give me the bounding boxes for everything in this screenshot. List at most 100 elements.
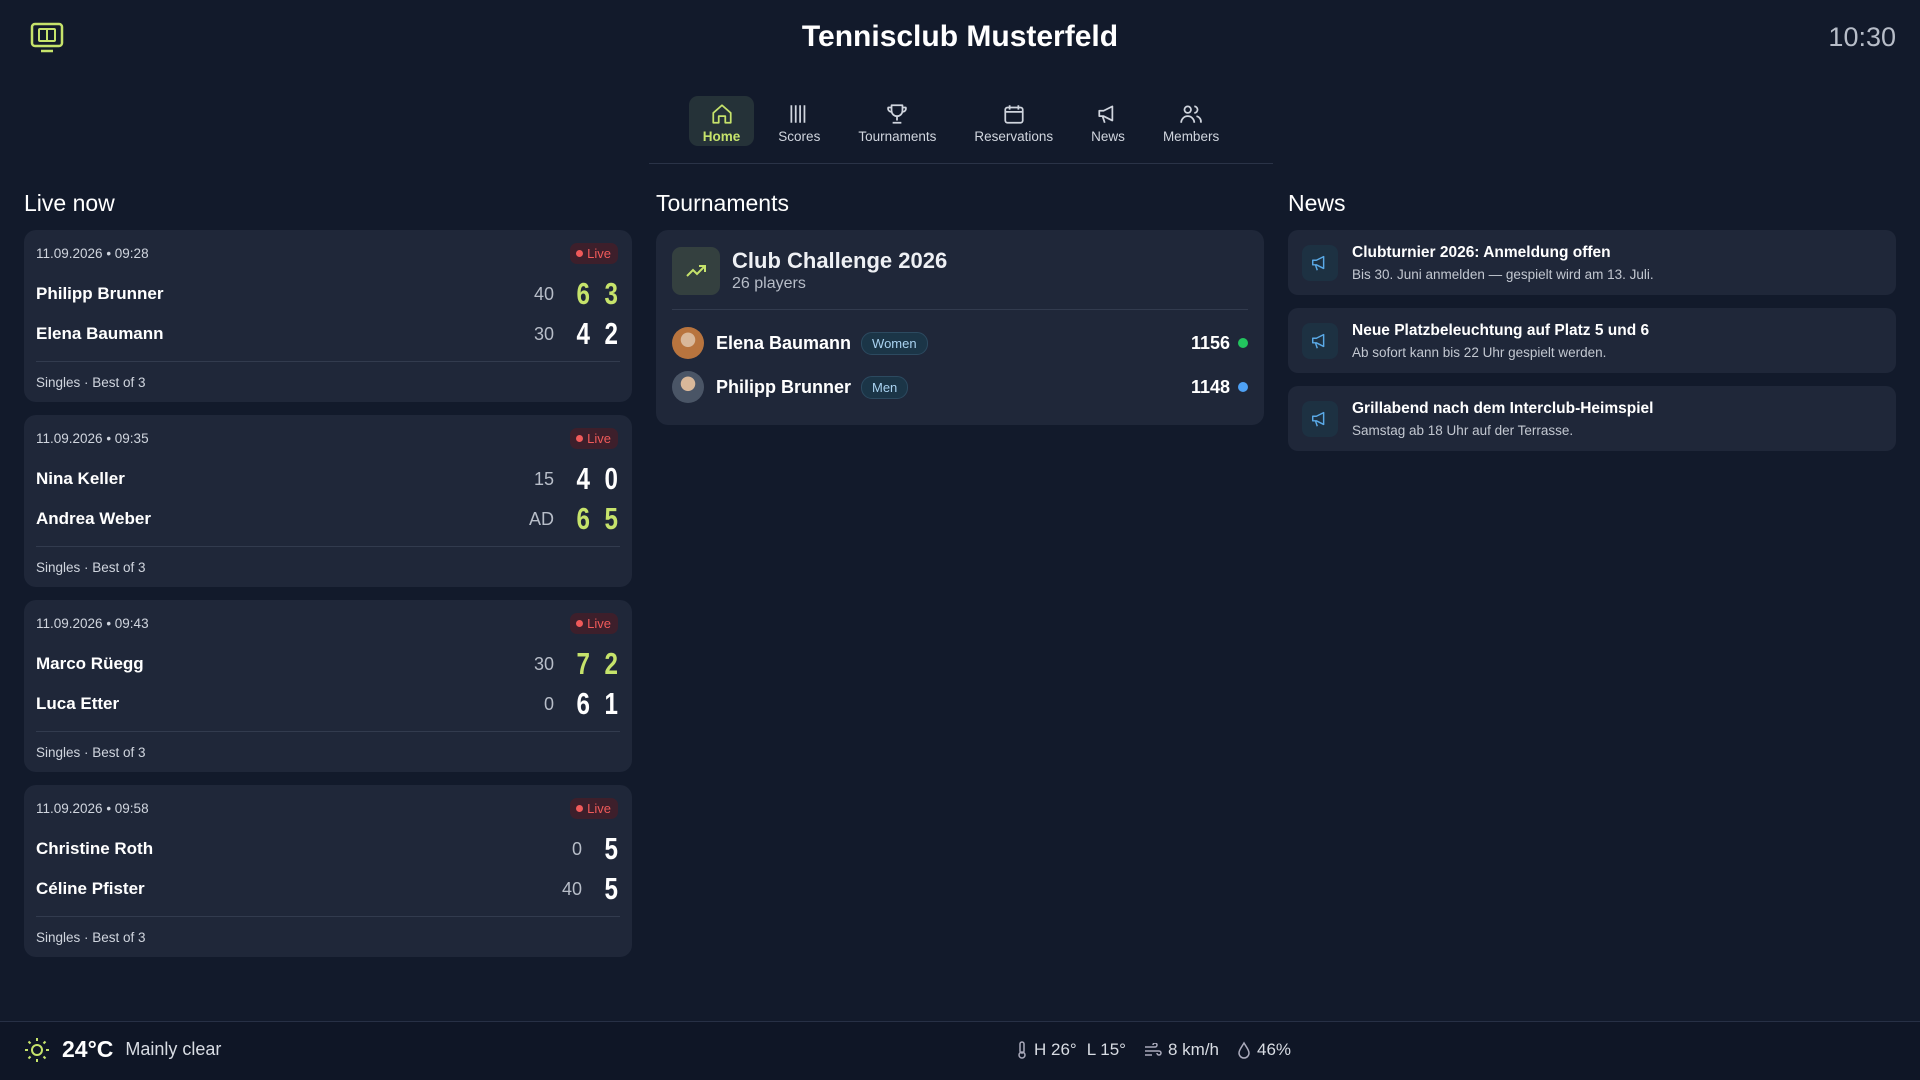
nav-label: News: [1091, 129, 1125, 144]
player-row: Philipp Brunner 40 6 3: [36, 276, 618, 312]
game-point: 30: [533, 323, 554, 344]
news-list: Clubturnier 2026: Anmeldung offen Bis 30.…: [1288, 230, 1896, 464]
temperature: 24°C: [62, 1036, 114, 1062]
news-card[interactable]: Neue Platzbeleuchtung auf Platz 5 und 6 A…: [1288, 308, 1896, 373]
news-text: Samstag ab 18 Uhr auf der Terrasse.: [1352, 423, 1574, 438]
news-icon: [1302, 323, 1338, 359]
tournament-list: Club Challenge 2026 26 players Elena Bauma…: [656, 230, 1264, 425]
game-point: AD: [528, 508, 554, 529]
status-dot: [1238, 382, 1248, 392]
rating: 1156: [1190, 332, 1230, 353]
set-score: 4: [576, 461, 590, 496]
nav-icon: [711, 104, 732, 124]
nav-icon: [887, 104, 908, 124]
nav-tab[interactable]: News: [1077, 96, 1139, 146]
match-card[interactable]: 11.09.2026 • 09:28 Live Philipp Brunner 40 6…: [24, 230, 632, 402]
set-score: 1: [604, 686, 618, 721]
megaphone-icon: [1312, 255, 1325, 271]
news-icon: [1302, 401, 1338, 437]
player-row: Céline Pfister 40 5: [36, 871, 618, 907]
live-dot: [576, 435, 584, 442]
player-row: Christine Roth 0 5: [36, 831, 618, 867]
weather-bar: 24°C Mainly clear H 26° L 15° 8 km/h 46%: [0, 1021, 1920, 1080]
set-score: 2: [604, 646, 618, 681]
app-title: Tennisclub Musterfeld: [801, 20, 1119, 53]
nav-icon: [1098, 105, 1114, 124]
divider: [36, 916, 620, 917]
news-title: Grillabend nach dem Interclub-Heimspiel: [1352, 400, 1654, 417]
ranking-row: Elena Baumann Women 1156: [672, 325, 1248, 361]
set-score: 5: [604, 831, 618, 866]
match-format: Singles · Best of 3: [36, 375, 146, 390]
humidity: 46%: [1257, 1040, 1292, 1059]
nav-tab[interactable]: Scores: [764, 96, 834, 146]
nav-label: Scores: [778, 129, 821, 144]
nav-tab[interactable]: Tournaments: [844, 96, 950, 146]
section-title: Tournaments: [656, 190, 789, 216]
tournament-card[interactable]: Club Challenge 2026 26 players Elena Bauma…: [656, 230, 1264, 425]
nav-tab[interactable]: Members: [1149, 96, 1233, 146]
sun-icon: [25, 1037, 49, 1062]
player-name: Nina Keller: [36, 469, 125, 488]
category-badge: Women: [861, 331, 928, 355]
live-label: Live: [587, 246, 611, 261]
nav-label: Reservations: [974, 129, 1054, 144]
player-name: Philipp Brunner: [36, 284, 164, 303]
live-label: Live: [587, 431, 611, 446]
logo-icon: [30, 22, 64, 53]
match-format: Singles · Best of 3: [36, 745, 146, 760]
nav-tab[interactable]: Reservations: [960, 96, 1067, 146]
live-label: Live: [587, 616, 611, 631]
news-text: Bis 30. Juni anmelden — gespielt wird am…: [1352, 267, 1654, 282]
match-format: Singles · Best of 3: [36, 930, 146, 945]
news-icon: [1302, 245, 1338, 281]
player-name: Christine Roth: [36, 839, 154, 858]
wind: 8 km/h: [1167, 1040, 1220, 1059]
match-datetime: 11.09.2026 • 09:43: [36, 616, 149, 631]
tournament-name: Club Challenge 2026: [732, 248, 948, 273]
set-score: 5: [604, 501, 618, 536]
divider: [36, 546, 620, 547]
section-title: Live now: [24, 190, 115, 216]
set-score: 3: [604, 276, 618, 311]
player-row: Marco Rüegg 30 7 2: [36, 646, 618, 682]
wind-icon: [1144, 1043, 1162, 1056]
news-text: Ab sofort kann bis 22 Uhr gespielt werde…: [1352, 345, 1607, 360]
player-name: Elena Baumann: [716, 332, 852, 353]
set-score: 5: [604, 871, 618, 906]
divider: [36, 361, 620, 362]
news-card[interactable]: Clubturnier 2026: Anmeldung offen Bis 30.…: [1288, 230, 1896, 295]
player-name: Andrea Weber: [36, 509, 151, 528]
game-point: 0: [571, 838, 582, 859]
live-badge: Live: [570, 428, 618, 449]
set-score: 4: [576, 316, 590, 351]
live-badge: Live: [570, 243, 618, 264]
trend-icon: [686, 265, 706, 277]
category-badge: Men: [861, 375, 909, 399]
player-count: 26 players: [732, 275, 806, 292]
news-card[interactable]: Grillabend nach dem Interclub-Heimspiel S…: [1288, 386, 1896, 451]
nav-icon: [1180, 105, 1202, 123]
match-card[interactable]: 11.09.2026 • 09:58 Live Christine Roth 0 5 Cé…: [24, 785, 632, 957]
weather-details: H 26° L 15° 8 km/h 46%: [1016, 1040, 1291, 1060]
player-row: Luca Etter 0 6 1: [36, 686, 618, 722]
megaphone-icon: [1312, 333, 1325, 349]
match-card[interactable]: 11.09.2026 • 09:43 Live Marco Rüegg 30 7 2 Luc…: [24, 600, 632, 772]
nav-tab[interactable]: Home: [688, 96, 755, 146]
live-badge: Live: [570, 613, 618, 634]
player-row: Nina Keller 15 4 0: [36, 461, 618, 497]
condition: Mainly clear: [125, 1039, 222, 1059]
match-datetime: 11.09.2026 • 09:35: [36, 431, 149, 446]
tournament-icon: [672, 247, 720, 295]
match-datetime: 11.09.2026 • 09:58: [36, 801, 149, 816]
match-format: Singles · Best of 3: [36, 560, 146, 575]
live-label: Live: [587, 801, 611, 816]
divider: [36, 731, 620, 732]
temp-low: L 15°: [1086, 1040, 1126, 1059]
game-point: 15: [533, 468, 554, 489]
status-dot: [1238, 338, 1248, 348]
game-point: 30: [533, 653, 554, 674]
match-card[interactable]: 11.09.2026 • 09:35 Live Nina Keller 15 4 0 And…: [24, 415, 632, 587]
drop-icon: [1238, 1041, 1250, 1059]
